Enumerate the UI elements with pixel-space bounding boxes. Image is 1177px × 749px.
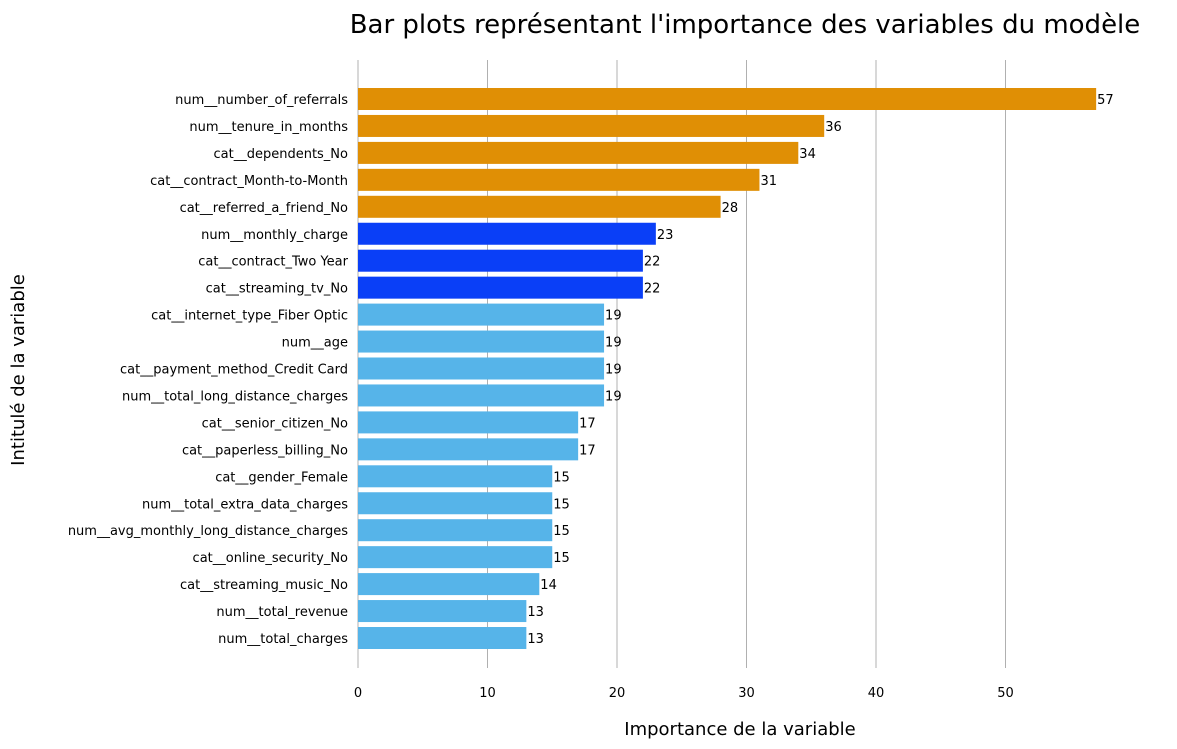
y-tick-label: cat__senior_citizen_No	[202, 416, 348, 431]
y-tick-label: num__age	[282, 336, 348, 351]
y-tick-label: num__tenure_in_months	[189, 120, 348, 135]
x-tick-label: 30	[738, 686, 755, 701]
y-axis-label: Intitulé de la variable	[8, 274, 29, 466]
bar	[358, 438, 579, 461]
data-label: 31	[760, 174, 777, 189]
y-tick-label: num__total_charges	[218, 632, 348, 647]
data-label: 14	[540, 578, 557, 593]
x-tick-labels: 0 10 20 30 40 50	[354, 686, 1014, 701]
bar	[358, 600, 527, 623]
y-tick-label: cat__payment_method_Credit Card	[120, 363, 348, 378]
bar	[358, 573, 540, 596]
y-tick-label: cat__contract_Month-to-Month	[150, 174, 348, 189]
x-tick-label: 20	[609, 686, 626, 701]
y-tick-label: cat__dependents_No	[214, 147, 349, 162]
data-label: 13	[527, 605, 544, 620]
chart-title: Bar plots représentant l'importance des …	[350, 10, 1141, 40]
y-tick-label: num__total_long_distance_charges	[122, 389, 348, 404]
data-label: 19	[605, 336, 622, 351]
bar	[358, 276, 643, 299]
data-label: 15	[553, 470, 570, 485]
data-label: 23	[657, 228, 674, 243]
data-label: 22	[644, 282, 661, 297]
x-tick-label: 0	[354, 686, 362, 701]
data-label: 17	[579, 416, 596, 431]
y-tick-label: cat__streaming_tv_No	[206, 282, 348, 297]
data-label: 19	[605, 363, 622, 378]
bar	[358, 141, 799, 164]
y-tick-label: num__total_extra_data_charges	[142, 497, 348, 512]
data-label: 57	[1097, 93, 1114, 108]
bar	[358, 249, 643, 272]
bar	[358, 303, 605, 326]
data-label: 15	[553, 551, 570, 566]
y-tick-label: num__number_of_referrals	[175, 93, 348, 108]
bar	[358, 546, 553, 569]
y-tick-label: cat__streaming_music_No	[180, 578, 348, 593]
y-tick-label: cat__internet_type_Fiber Optic	[151, 309, 348, 324]
data-labels: 57 36 34 31 28 23 22 22 19 19 19 19 17 17 15 15 15 15 14 13…	[527, 93, 1113, 647]
y-tick-label: num__avg_monthly_long_distance_charges	[68, 524, 348, 539]
x-tick-label: 10	[479, 686, 496, 701]
bar	[358, 330, 605, 353]
x-tick-label: 50	[997, 686, 1014, 701]
bar	[358, 168, 760, 191]
bar	[358, 114, 825, 137]
data-label: 22	[644, 255, 661, 270]
bar	[358, 357, 605, 380]
bar	[358, 411, 579, 434]
data-label: 19	[605, 309, 622, 324]
data-label: 15	[553, 497, 570, 512]
y-tick-label: cat__gender_Female	[215, 470, 348, 485]
bar	[358, 465, 553, 488]
bar	[358, 222, 656, 245]
y-tick-label: cat__online_security_No	[193, 551, 348, 566]
x-axis-label: Importance de la variable	[624, 719, 855, 740]
data-label: 34	[799, 147, 816, 162]
x-tick-label: 40	[868, 686, 885, 701]
data-label: 17	[579, 443, 596, 458]
bar	[358, 88, 1097, 110]
y-tick-label: cat__paperless_billing_No	[182, 443, 348, 458]
bar	[358, 195, 721, 218]
y-tick-label: num__total_revenue	[216, 605, 348, 620]
data-label: 28	[722, 201, 739, 216]
bars	[358, 88, 1097, 649]
bar	[358, 492, 553, 515]
y-tick-label: cat__referred_a_friend_No	[180, 201, 348, 216]
data-label: 36	[825, 120, 842, 135]
y-tick-label: num__monthly_charge	[201, 228, 348, 243]
data-label: 13	[527, 632, 544, 647]
y-tick-labels: num__number_of_referrals num__tenure_in_m…	[68, 93, 349, 647]
data-label: 19	[605, 389, 622, 404]
bar	[358, 627, 527, 649]
bar	[358, 519, 553, 542]
bar	[358, 384, 605, 407]
data-label: 15	[553, 524, 570, 539]
y-tick-label: cat__contract_Two Year	[198, 255, 348, 270]
